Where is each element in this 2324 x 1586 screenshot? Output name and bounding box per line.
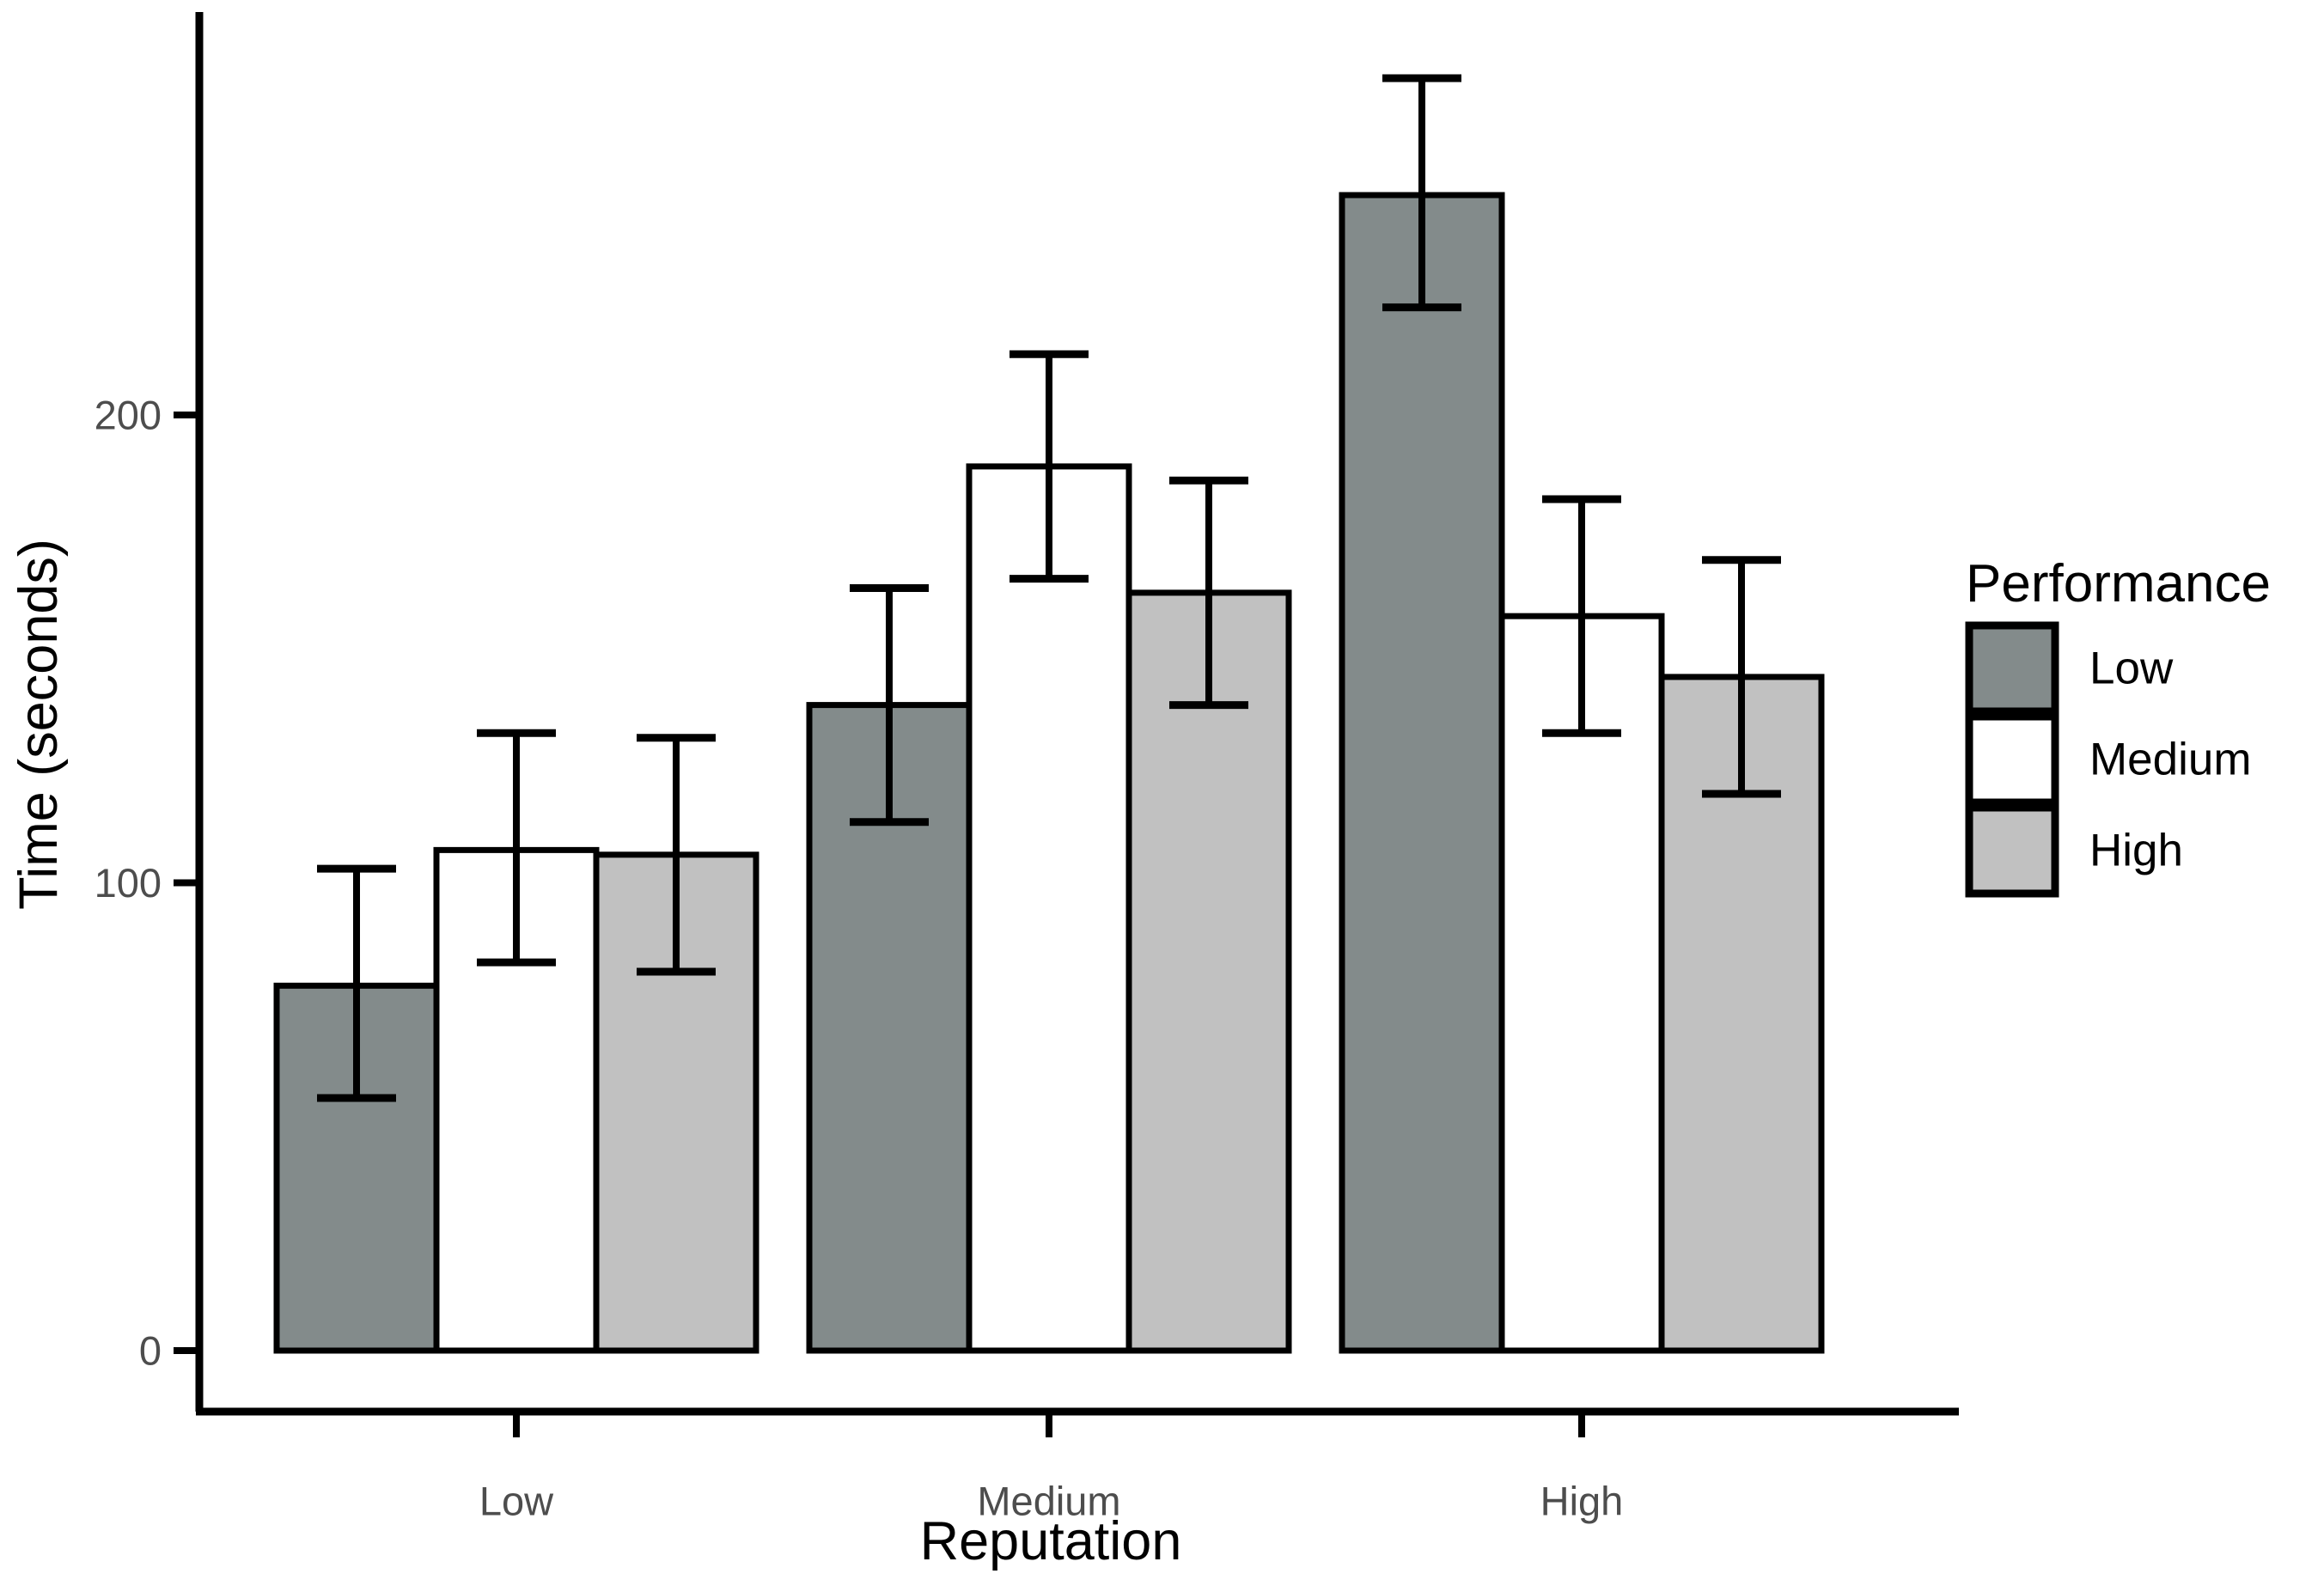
legend-label-high: High <box>2089 826 2183 876</box>
x-axis-title: Reputation <box>920 1511 1182 1571</box>
x-tick-label: Low <box>479 1479 554 1524</box>
axes-layer <box>195 12 1959 1416</box>
error-bar-low-low <box>317 864 396 1102</box>
error-bar-high-high <box>1702 556 1781 798</box>
bar-high-low <box>1339 192 1505 1354</box>
error-bar-medium-low <box>850 583 929 827</box>
legend: Performance Low Medium High <box>1965 554 2271 898</box>
y-tick-label: 0 <box>139 1328 162 1374</box>
legend-swatch-high <box>1965 803 2059 898</box>
x-tick-label: Medium <box>977 1479 1120 1524</box>
bar-medium-high <box>1125 589 1292 1354</box>
x-tick-label: High <box>1540 1479 1624 1524</box>
legend-swatch-low <box>1965 621 2059 716</box>
ticks-layer: 0 100 200 Low Medium High <box>95 393 1624 1524</box>
y-axis-title: Time (seconds) <box>9 539 69 910</box>
legend-keys: Low Medium High <box>1965 621 2252 898</box>
legend-swatch-medium <box>1965 712 2059 807</box>
error-bar-low-medium <box>477 729 556 967</box>
y-tick-label: 100 <box>95 860 162 906</box>
legend-label-low: Low <box>2089 644 2174 694</box>
legend-label-medium: Medium <box>2089 735 2252 785</box>
y-tick-label: 200 <box>95 393 162 438</box>
error-bar-high-medium <box>1542 495 1621 737</box>
bar-medium-medium <box>966 463 1132 1354</box>
bar-high-medium <box>1498 613 1665 1354</box>
legend-title: Performance <box>1966 554 2271 613</box>
error-bar-high-low <box>1382 74 1461 312</box>
error-bars-layer <box>317 74 1781 1102</box>
bar-high-high <box>1658 674 1825 1354</box>
error-bar-medium-medium <box>1010 350 1089 583</box>
bars-layer <box>273 192 1825 1354</box>
error-bar-medium-high <box>1169 476 1248 710</box>
error-bar-low-high <box>637 734 716 976</box>
